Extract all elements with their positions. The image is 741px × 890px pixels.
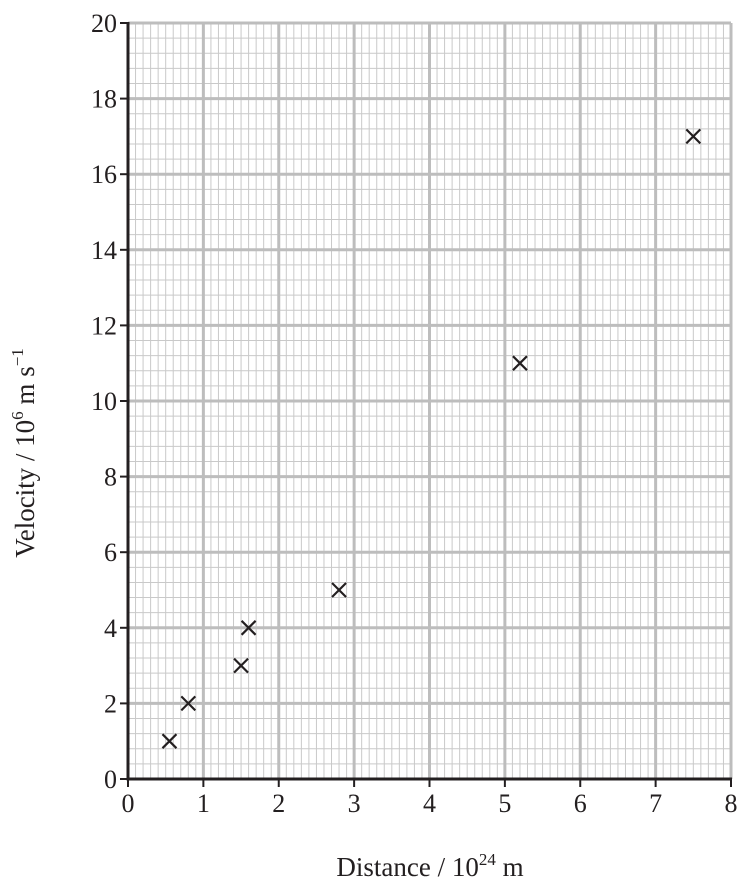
x-tick-label: 0 <box>122 789 135 818</box>
y-axis-title-text: Velocity / 10 <box>10 420 40 558</box>
data-point-marker <box>161 733 178 749</box>
y-axis-title: Velocity / 106 m s−1 <box>8 348 40 558</box>
x-axis-title-text: Distance / 10 <box>336 852 478 882</box>
x-tick-label: 1 <box>197 789 210 818</box>
data-point-marker <box>685 128 702 145</box>
x-tick-label: 2 <box>272 789 285 818</box>
marker-stroke <box>180 695 197 712</box>
x-tick-label: 7 <box>649 789 662 818</box>
data-point-marker <box>331 582 347 598</box>
marker-stroke <box>161 733 178 749</box>
marker-stroke <box>685 128 702 145</box>
data-points <box>161 128 702 749</box>
x-axis-title: Distance / 1024 m <box>336 850 523 882</box>
y-axis-title-unit: m s <box>10 366 40 411</box>
y-tick-label: 12 <box>91 311 117 340</box>
marker-stroke <box>240 620 257 636</box>
data-point-marker <box>512 355 528 371</box>
x-tick-label: 6 <box>574 789 587 818</box>
y-tick-label: 0 <box>104 765 117 794</box>
y-tick-label: 18 <box>91 85 117 114</box>
y-tick-label: 8 <box>104 463 117 492</box>
y-tick-label: 6 <box>104 538 117 567</box>
data-point-marker <box>233 657 249 674</box>
plot-grid <box>128 21 733 779</box>
x-tick-label: 4 <box>423 789 436 818</box>
y-axis-title-exponent: 6 <box>8 411 27 420</box>
x-axis-title-exponent: 24 <box>479 850 497 869</box>
x-axis-title-unit: m <box>496 852 524 882</box>
y-tick-label: 14 <box>91 236 117 265</box>
marker-stroke <box>331 582 347 598</box>
y-tick-label: 16 <box>91 160 117 189</box>
y-tick-label: 2 <box>104 689 117 718</box>
y-tick-label: 10 <box>91 387 117 416</box>
data-point-marker <box>180 695 197 712</box>
data-point-marker <box>240 620 257 636</box>
x-tick-label: 8 <box>725 789 738 818</box>
x-tick-label: 3 <box>348 789 361 818</box>
marker-stroke <box>233 657 249 674</box>
x-tick-label: 5 <box>498 789 511 818</box>
y-tick-label: 20 <box>91 9 117 38</box>
y-axis-title-unit-exponent: −1 <box>8 348 27 366</box>
marker-stroke <box>512 355 528 371</box>
y-tick-label: 4 <box>104 614 117 643</box>
